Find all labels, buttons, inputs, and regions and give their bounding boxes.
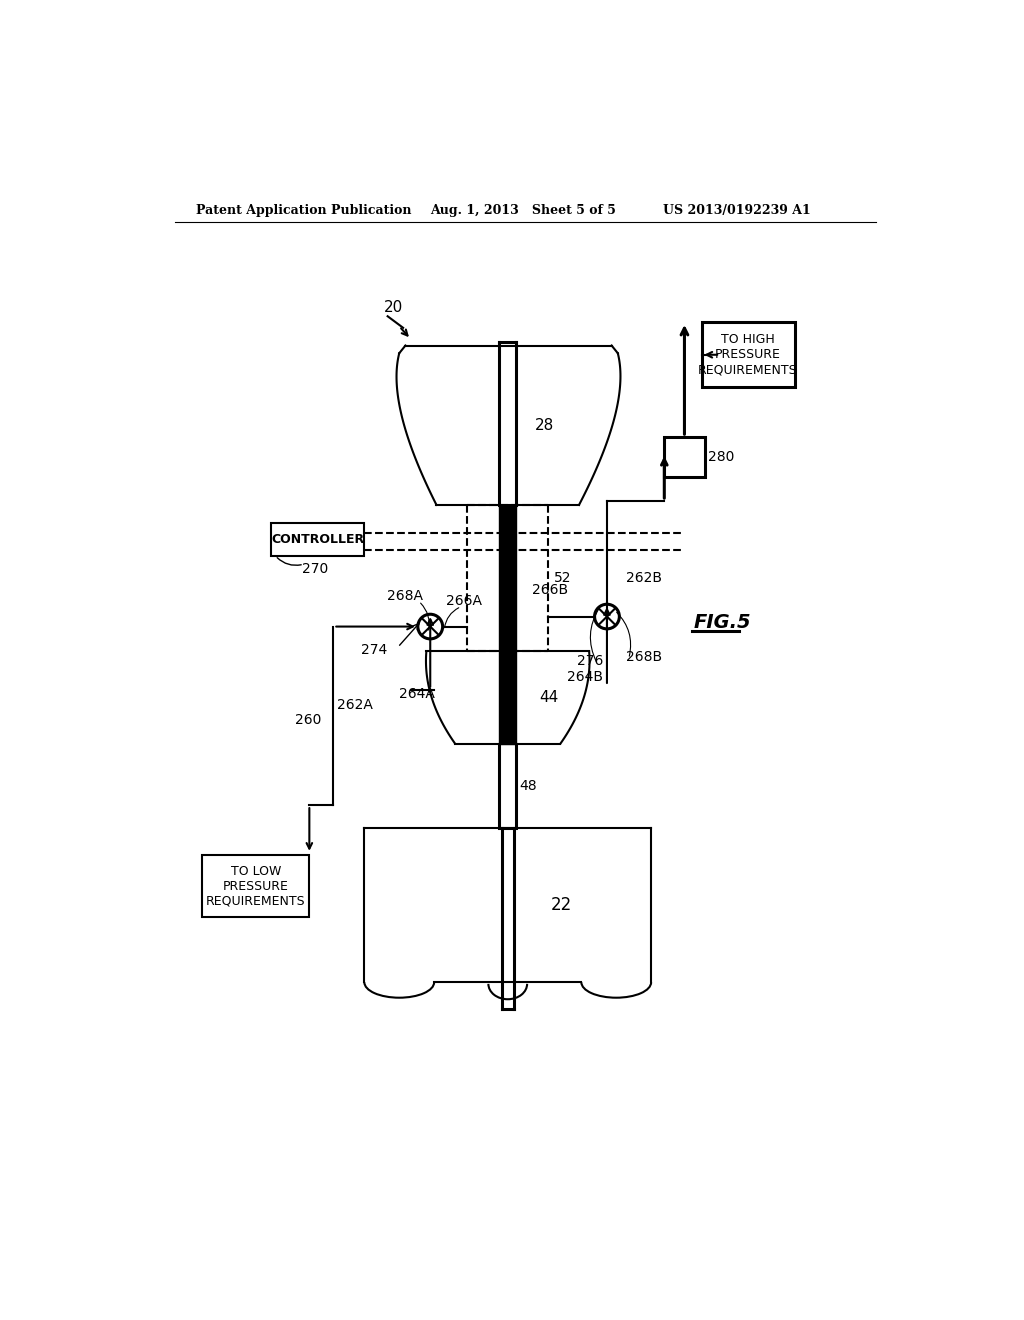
Text: FIG.5: FIG.5 (693, 614, 752, 632)
Text: 268B: 268B (627, 651, 663, 664)
Text: 266B: 266B (532, 582, 568, 597)
Text: 270: 270 (302, 562, 329, 576)
Text: 28: 28 (535, 417, 554, 433)
Text: CONTROLLER: CONTROLLER (271, 533, 365, 546)
Text: TO LOW
PRESSURE
REQUIREMENTS: TO LOW PRESSURE REQUIREMENTS (206, 865, 306, 908)
FancyBboxPatch shape (271, 524, 365, 556)
Text: 264B: 264B (567, 669, 603, 684)
Text: Aug. 1, 2013   Sheet 5 of 5: Aug. 1, 2013 Sheet 5 of 5 (430, 205, 616, 218)
Text: 276: 276 (577, 655, 603, 668)
Text: 52: 52 (554, 572, 571, 585)
Text: 44: 44 (539, 690, 558, 705)
Text: 264A: 264A (399, 686, 435, 701)
Text: 262A: 262A (337, 698, 373, 711)
Text: 260: 260 (295, 714, 322, 727)
Text: US 2013/0192239 A1: US 2013/0192239 A1 (663, 205, 811, 218)
Text: 268A: 268A (386, 589, 423, 603)
FancyBboxPatch shape (701, 322, 795, 388)
FancyBboxPatch shape (665, 437, 705, 478)
Text: 22: 22 (550, 896, 571, 915)
Text: 20: 20 (384, 300, 403, 314)
Text: 262B: 262B (627, 572, 663, 585)
Text: Patent Application Publication: Patent Application Publication (197, 205, 412, 218)
FancyBboxPatch shape (203, 855, 309, 917)
Text: 266A: 266A (445, 594, 481, 609)
Text: TO HIGH
PRESSURE
REQUIREMENTS: TO HIGH PRESSURE REQUIREMENTS (698, 333, 798, 376)
Text: 48: 48 (519, 779, 537, 793)
Text: 274: 274 (361, 643, 388, 656)
Text: 280: 280 (709, 450, 735, 465)
